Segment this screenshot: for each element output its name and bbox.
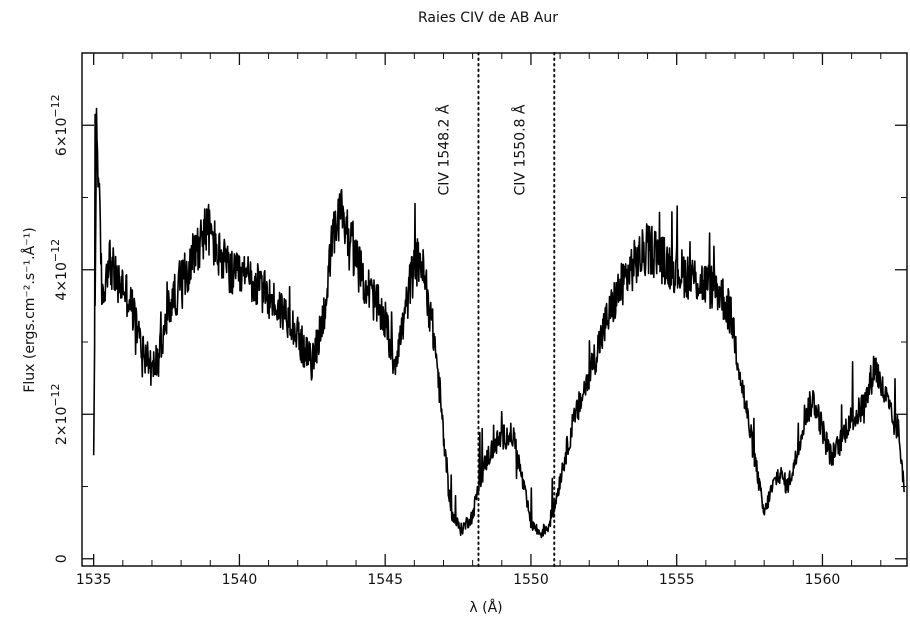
annotation-label: CIV 1550.8 Å	[511, 104, 528, 195]
x-tick-label: 1545	[367, 572, 403, 588]
x-tick-label: 1535	[76, 572, 112, 588]
flux-spectrum-line	[92, 107, 905, 539]
line-annotations: CIV 1548.2 Å CIV 1550.8 Å	[435, 52, 556, 567]
plot-frame	[81, 52, 908, 567]
annotation-label: CIV 1548.2 Å	[435, 104, 452, 195]
x-tick-label: 1550	[513, 572, 549, 588]
x-tick-label: 1540	[222, 572, 258, 588]
y-tick-label: 4×10−12	[49, 239, 70, 301]
y-tick-label: 6×10−12	[49, 94, 70, 156]
svg-text:0: 0	[54, 554, 70, 563]
svg-text:6×10−12: 6×10−12	[49, 94, 70, 156]
svg-text:2×10−12: 2×10−12	[49, 383, 70, 445]
x-tick-label: 1555	[659, 572, 695, 588]
svg-text:4×10−12: 4×10−12	[49, 239, 70, 301]
axis-ticks: 1535 1540 1545 1550 1555 1560 0 2×10−12 4×10−12 6…	[49, 52, 907, 588]
x-tick-label: 1560	[805, 572, 841, 588]
y-axis-label: Flux (ergs.cm⁻².s⁻¹.Å⁻¹)	[21, 227, 38, 392]
x-axis-label: λ (Å)	[469, 599, 502, 616]
chart-title: Raies CIV de AB Aur	[418, 10, 558, 26]
y-tick-label: 0	[54, 554, 70, 563]
y-tick-label: 2×10−12	[49, 383, 70, 445]
